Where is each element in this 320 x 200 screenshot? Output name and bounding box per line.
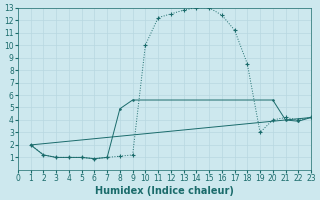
X-axis label: Humidex (Indice chaleur): Humidex (Indice chaleur) [95,186,234,196]
